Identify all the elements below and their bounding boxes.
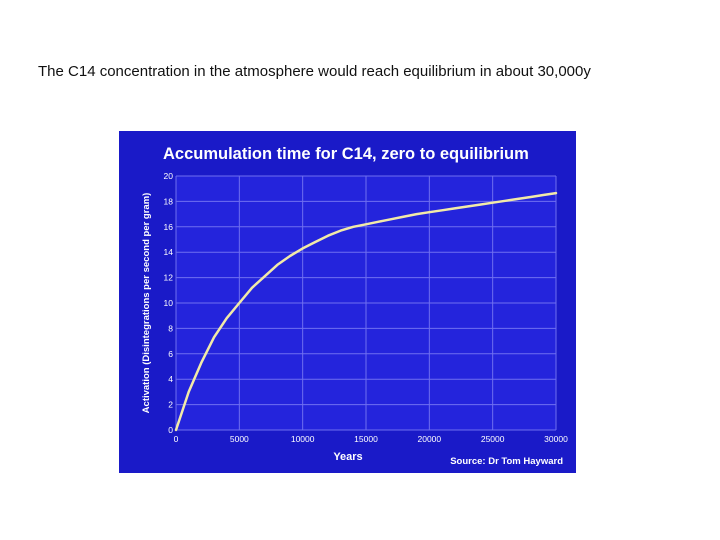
- grid-lines: [175, 175, 557, 431]
- chart-panel: 0 5000 10000 15000 20000 25000 30000 0 2 4 6 8 10 12 1…: [119, 131, 576, 473]
- x-tick-label: 20000: [418, 434, 442, 444]
- y-tick-label: 18: [164, 196, 174, 206]
- y-axis-label: Activation (Disintegrations per second p…: [141, 193, 152, 414]
- y-tick-label: 6: [168, 349, 173, 359]
- y-tick-label: 10: [164, 298, 174, 308]
- tick-labels: 0 5000 10000 15000 20000 25000 30000 0 2 4 6 8 10 12 1…: [164, 171, 569, 444]
- y-tick-label: 2: [168, 400, 173, 410]
- chart-svg: 0 5000 10000 15000 20000 25000 30000 0 2 4 6 8 10 12 1…: [119, 131, 576, 473]
- y-tick-label: 4: [168, 374, 173, 384]
- x-axis-label: Years: [333, 451, 362, 463]
- accumulation-curve: [174, 191, 558, 432]
- y-tick-label: 8: [168, 323, 173, 333]
- x-tick-label: 0: [174, 434, 179, 444]
- x-tick-label: 5000: [230, 434, 249, 444]
- y-tick-label: 16: [164, 222, 174, 232]
- y-tick-label: 0: [168, 425, 173, 435]
- y-tick-label: 14: [164, 247, 174, 257]
- x-tick-label: 10000: [291, 434, 315, 444]
- curve-layer: [174, 191, 558, 432]
- source-label: Source: Dr Tom Hayward: [450, 456, 563, 467]
- x-tick-label: 15000: [354, 434, 378, 444]
- x-tick-label: 30000: [544, 434, 568, 444]
- y-tick-label: 12: [164, 273, 174, 283]
- x-tick-label: 25000: [481, 434, 505, 444]
- y-tick-label: 20: [164, 171, 174, 181]
- slide-caption: The C14 concentration in the atmosphere …: [38, 63, 591, 80]
- chart-title: Accumulation time for C14, zero to equil…: [163, 145, 529, 163]
